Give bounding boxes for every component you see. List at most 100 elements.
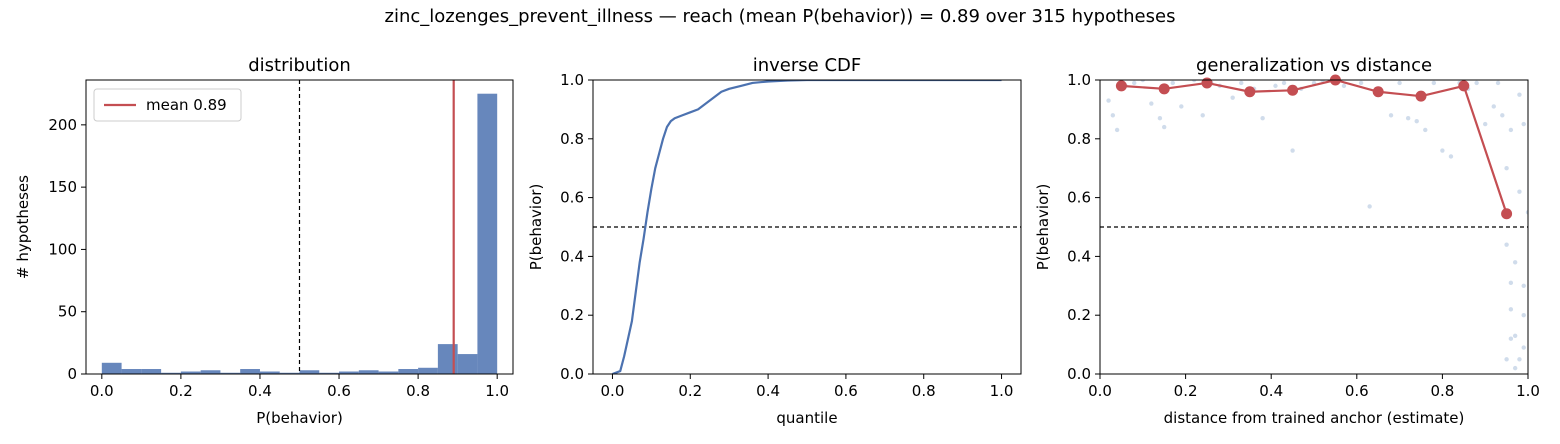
y-tick-label: 0.4: [1067, 247, 1091, 265]
y-tick-label: 1.0: [560, 71, 584, 89]
x-tick-label: 0.0: [90, 382, 114, 400]
scatter-point: [1512, 333, 1518, 338]
y-tick-label: 0.2: [1067, 306, 1091, 324]
histogram-bar: [141, 369, 162, 374]
scatter-point: [1517, 357, 1522, 362]
binned-mean-point: [1372, 86, 1384, 98]
scatter-point: [1162, 124, 1167, 130]
scatter-point: [1440, 148, 1445, 153]
scatter-point: [1508, 307, 1514, 312]
scatter-point: [1260, 116, 1265, 121]
y-axis-label: P(behavior): [527, 184, 545, 271]
x-axis-label: P(behavior): [256, 409, 343, 427]
scatter-point: [1508, 127, 1514, 133]
scatter-point: [1239, 80, 1244, 86]
binned-mean-point: [1115, 80, 1127, 92]
y-tick-label: 1.0: [1067, 71, 1091, 89]
binned-mean-point: [1158, 83, 1170, 95]
scatter-point: [1170, 80, 1175, 86]
y-tick-label: 50: [58, 303, 77, 321]
scatter-point: [1508, 280, 1514, 286]
y-tick-label: 0.8: [560, 130, 584, 148]
scatter-point: [1179, 104, 1184, 109]
histogram-bar: [457, 354, 478, 374]
y-tick-label: 0.0: [560, 365, 584, 383]
y-tick-label: 0.6: [560, 189, 584, 207]
panel-1: [81, 79, 514, 379]
scatter-point: [1512, 260, 1518, 265]
scatter-point: [1320, 80, 1325, 83]
y-axis-label: P(behavior): [1034, 184, 1052, 271]
scatter-point: [1521, 313, 1526, 318]
scatter-point: [1367, 204, 1372, 209]
y-tick-label: 0: [67, 365, 77, 383]
histogram-bar: [101, 362, 122, 374]
x-tick-label: 0.8: [912, 382, 936, 400]
scatter-point: [1474, 80, 1479, 86]
scatter-point: [1491, 104, 1496, 109]
scatter-point: [1448, 154, 1454, 159]
binned-mean-point: [1201, 77, 1213, 89]
scatter-point: [1110, 113, 1116, 118]
scatter-point: [1132, 80, 1137, 86]
scatter-point: [1525, 210, 1528, 215]
x-tick-label: 0.6: [1345, 382, 1369, 400]
scatter-point: [1397, 80, 1402, 86]
histogram-bar: [319, 372, 340, 374]
y-tick-label: 0.2: [560, 306, 584, 324]
plot-area: [1100, 80, 1528, 371]
x-tick-label: 0.4: [1259, 382, 1283, 400]
scatter-point: [1281, 80, 1287, 86]
scatter-point: [1414, 118, 1419, 124]
scatter-point: [1290, 148, 1295, 153]
panel-title: inverse CDF: [753, 55, 862, 76]
x-tick-label: 1.0: [485, 382, 509, 400]
scatter-point: [1495, 80, 1501, 86]
scatter-point: [1504, 357, 1509, 362]
scatter-point: [1405, 116, 1411, 121]
x-tick-label: 0.4: [248, 382, 272, 400]
scatter-point: [1114, 127, 1120, 133]
scatter-point: [1273, 83, 1278, 89]
panel-title: generalization vs distance: [1196, 55, 1432, 76]
x-tick-label: 0.2: [1174, 382, 1198, 400]
scatter-point: [1157, 116, 1163, 121]
x-tick-label: 0.8: [1430, 382, 1454, 400]
histogram-bar: [477, 93, 498, 374]
y-tick-label: 0.8: [1067, 130, 1091, 148]
x-tick-label: 0.6: [327, 382, 351, 400]
x-tick-label: 1.0: [1516, 382, 1540, 400]
histogram-bar: [200, 370, 221, 374]
binned-mean-point: [1287, 84, 1299, 96]
scatter-point: [1431, 80, 1437, 86]
x-tick-label: 0.2: [169, 382, 193, 400]
figure-suptitle: zinc_lozenges_prevent_illness — reach (m…: [384, 6, 1176, 27]
plot-area: [593, 80, 1021, 374]
histogram-bar: [161, 372, 181, 374]
panel-3: [1095, 74, 1529, 379]
axes-frame: [85, 79, 514, 375]
scatter-point: [1140, 80, 1145, 83]
histogram-bar: [220, 372, 241, 374]
y-tick-label: 0.4: [560, 247, 584, 265]
scatter-point: [1521, 283, 1526, 288]
scatter-point: [1358, 80, 1364, 86]
histogram-bar: [358, 370, 379, 374]
axes-frame: [592, 79, 1022, 375]
scatter-point: [1200, 113, 1205, 118]
x-tick-label: 1.0: [990, 382, 1014, 400]
binned-mean-point: [1501, 208, 1513, 220]
legend-box: [93, 88, 242, 122]
histogram-bar: [398, 369, 419, 374]
x-tick-label: 0.4: [756, 382, 780, 400]
scatter-point: [1517, 189, 1522, 194]
binned-mean-point: [1415, 90, 1427, 102]
y-tick-label: 0.6: [1067, 189, 1091, 207]
x-tick-label: 0.2: [678, 382, 702, 400]
scatter-point: [1106, 98, 1111, 103]
histogram-bar: [240, 369, 260, 374]
axes-frame: [1099, 79, 1529, 375]
y-axis-label: # hypotheses: [14, 175, 32, 279]
binned-mean-point: [1244, 86, 1256, 98]
